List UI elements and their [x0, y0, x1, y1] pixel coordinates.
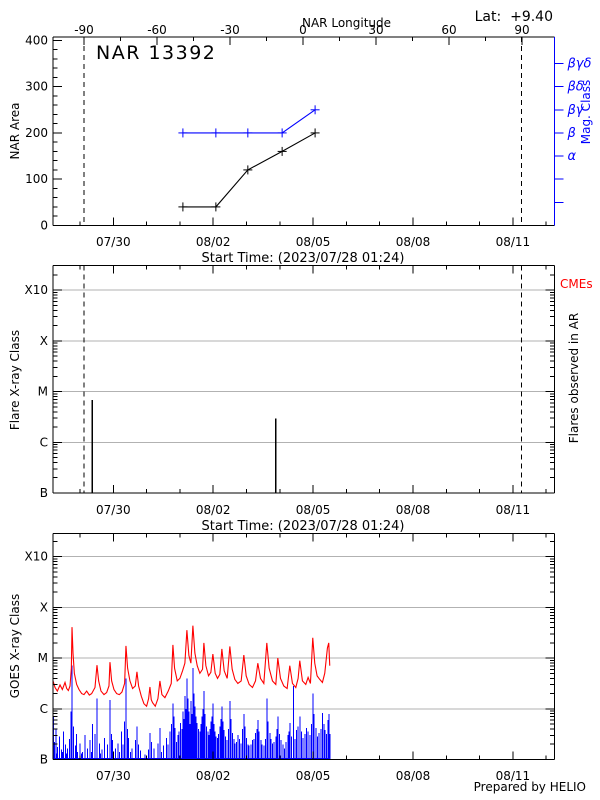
goes-long-series: [52, 625, 331, 708]
y-decade-label: X10: [25, 550, 49, 564]
y-decade-label: X: [40, 334, 48, 348]
latitude-label: Lat: +9.40: [474, 9, 553, 25]
y-tick-label: 100: [25, 172, 48, 186]
y-tick-label: 200: [25, 126, 48, 140]
y-decade-label: B: [40, 753, 48, 767]
y-decade-label: B: [40, 486, 48, 500]
y-axis-title-goes-class: GOES X-ray Class: [8, 593, 22, 699]
y-decade-label: C: [40, 435, 48, 449]
credit-label: Prepared by HELIO: [473, 780, 586, 794]
y-tick-label: 300: [25, 80, 48, 94]
x-tick-label: 08/02: [196, 235, 231, 249]
longitude-tick-label: -60: [147, 23, 167, 37]
x-tick-label: 08/11: [496, 769, 531, 783]
flares-observed-label: Flares observed in AR: [567, 312, 581, 444]
mag-class-tick-label: βγ: [567, 103, 585, 118]
x-tick-label: 08/08: [396, 235, 431, 249]
x-tick-label: 08/08: [396, 503, 431, 517]
y-axis-title-nar-area: NAR Area: [8, 102, 22, 160]
x-tick-label: 08/05: [296, 503, 331, 517]
mag-class-tick-label: βδ: [567, 80, 584, 95]
x-tick-label: 08/02: [196, 503, 231, 517]
longitude-tick-label: -90: [74, 23, 94, 37]
y-tick-label: 400: [25, 33, 48, 47]
y-decade-label: X: [40, 600, 48, 614]
longitude-tick-label: 90: [514, 23, 529, 37]
x-tick-label: 08/05: [296, 235, 331, 249]
mag-class-tick-label: β: [567, 126, 576, 141]
x-tick-label: 08/05: [296, 769, 331, 783]
start-time-label-panel2: Start Time: (2023/07/28 01:24): [201, 519, 405, 534]
cmes-label: CMEs: [560, 277, 593, 291]
x-tick-label: 08/08: [396, 769, 431, 783]
longitude-tick-label: -30: [220, 23, 240, 37]
mag-class-tick-label: α: [568, 149, 577, 164]
x-tick-label: 07/30: [96, 235, 131, 249]
mag-class-tick-label: βγδ: [567, 57, 592, 72]
chart-title: NAR 13392: [96, 42, 217, 64]
longitude-tick-label: 0: [299, 23, 307, 37]
x-tick-label: 08/02: [196, 769, 231, 783]
x-tick-label: 07/30: [96, 503, 131, 517]
y-decade-label: X10: [25, 283, 49, 297]
top-axis-title: NAR Longitude: [302, 16, 392, 30]
y-decade-label: M: [38, 651, 48, 665]
y-tick-label: 0: [40, 218, 48, 232]
start-time-label-panel1: Start Time: (2023/07/28 01:24): [201, 251, 405, 266]
longitude-tick-label: 60: [441, 23, 456, 37]
mag-class-series: [182, 109, 316, 134]
x-tick-label: 08/11: [496, 235, 531, 249]
y-decade-label: C: [40, 702, 48, 716]
longitude-tick-label: 30: [368, 23, 383, 37]
x-tick-label: 07/30: [96, 769, 131, 783]
y-decade-label: M: [38, 385, 48, 399]
x-tick-label: 08/11: [496, 503, 531, 517]
right-axis-title-mag-class: Mag. Class: [579, 79, 593, 145]
y-axis-title-flare-class: Flare X-ray Class: [8, 329, 22, 431]
